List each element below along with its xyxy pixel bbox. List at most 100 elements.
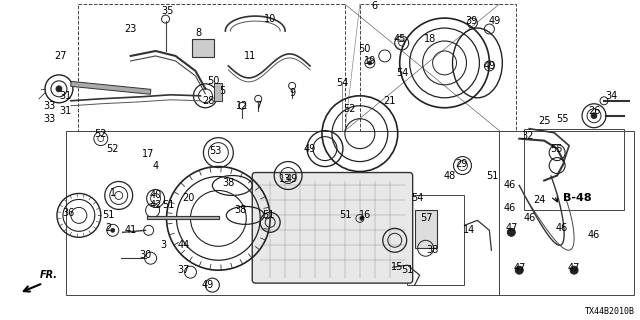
Bar	[524, 129, 624, 210]
Text: 7: 7	[255, 101, 261, 111]
Text: 4: 4	[152, 161, 159, 171]
Text: 6: 6	[372, 1, 378, 11]
Text: 46: 46	[503, 180, 515, 190]
Text: 49: 49	[483, 61, 495, 71]
Text: 45: 45	[394, 34, 406, 44]
Text: 27: 27	[54, 51, 67, 61]
Bar	[214, 83, 222, 101]
Text: FR.: FR.	[40, 270, 58, 280]
Text: 31: 31	[60, 91, 72, 101]
Circle shape	[508, 228, 515, 236]
Text: 21: 21	[383, 96, 396, 106]
Text: 2: 2	[106, 223, 112, 233]
Text: 46: 46	[523, 213, 536, 223]
Text: 24: 24	[533, 196, 545, 205]
Text: 38: 38	[222, 179, 234, 188]
Text: 5: 5	[220, 86, 225, 96]
Text: 14: 14	[463, 225, 476, 235]
Text: 10: 10	[264, 14, 276, 24]
Text: 1: 1	[109, 188, 116, 198]
Text: 52: 52	[106, 144, 119, 154]
Bar	[499, 131, 634, 295]
Text: 29: 29	[455, 159, 468, 169]
Text: 38: 38	[234, 205, 246, 215]
Text: 39: 39	[465, 16, 477, 26]
Circle shape	[515, 266, 524, 274]
Text: 55: 55	[550, 144, 563, 154]
Text: 50: 50	[358, 44, 371, 54]
Text: 53: 53	[209, 146, 221, 156]
Text: 9: 9	[289, 88, 295, 98]
Text: 33: 33	[43, 114, 55, 124]
Bar	[193, 39, 214, 57]
Text: 50: 50	[207, 76, 220, 86]
Text: 41: 41	[125, 225, 137, 235]
Circle shape	[111, 228, 115, 232]
Circle shape	[570, 266, 578, 274]
Text: 32: 32	[521, 131, 534, 141]
Text: 11: 11	[244, 51, 257, 61]
Text: 52: 52	[95, 129, 107, 139]
Text: 12: 12	[236, 101, 248, 111]
Text: 38: 38	[426, 245, 438, 255]
Text: 54: 54	[412, 193, 424, 204]
Text: 51: 51	[401, 265, 414, 275]
Text: 55: 55	[556, 114, 568, 124]
Text: 51: 51	[163, 200, 175, 211]
Bar	[360, 4, 516, 131]
Text: 47: 47	[568, 263, 580, 273]
Text: 33: 33	[43, 101, 55, 111]
Text: 48: 48	[444, 171, 456, 180]
Circle shape	[56, 86, 62, 92]
Text: 28: 28	[202, 96, 214, 106]
Bar	[78, 4, 345, 131]
Text: 49: 49	[286, 173, 298, 183]
Bar	[66, 131, 499, 295]
Text: 46: 46	[588, 230, 600, 240]
Bar	[415, 210, 436, 248]
Text: 44: 44	[177, 240, 189, 250]
Text: 54: 54	[397, 68, 409, 78]
Text: 17: 17	[143, 148, 155, 159]
Text: 36: 36	[63, 208, 75, 218]
Text: 49: 49	[304, 144, 316, 154]
Text: 20: 20	[182, 193, 195, 204]
Bar	[406, 196, 465, 285]
Text: 8: 8	[195, 28, 202, 38]
Text: 13: 13	[279, 173, 291, 183]
Circle shape	[368, 61, 372, 65]
Text: 31: 31	[60, 106, 72, 116]
Text: 51: 51	[486, 171, 499, 180]
Text: 37: 37	[177, 265, 189, 275]
Text: 25: 25	[538, 116, 550, 126]
Text: 54: 54	[336, 78, 348, 88]
Text: TX44B2010B: TX44B2010B	[585, 307, 635, 316]
FancyArrow shape	[70, 81, 151, 94]
Circle shape	[591, 113, 597, 119]
Text: 18: 18	[424, 34, 436, 44]
Text: 46: 46	[503, 204, 515, 213]
Text: 23: 23	[125, 24, 137, 34]
Text: 51: 51	[262, 210, 275, 220]
Circle shape	[360, 216, 364, 220]
Text: 34: 34	[605, 91, 617, 101]
Text: 19: 19	[364, 56, 376, 66]
Text: 51: 51	[102, 210, 115, 220]
Text: 16: 16	[358, 210, 371, 220]
Text: 47: 47	[513, 263, 525, 273]
Text: 30: 30	[140, 250, 152, 260]
Text: 26: 26	[588, 106, 600, 116]
Text: 42: 42	[149, 200, 162, 211]
Text: 49: 49	[202, 280, 214, 290]
Text: 15: 15	[390, 262, 403, 272]
Text: 40: 40	[150, 190, 162, 200]
Text: B-48: B-48	[563, 193, 591, 204]
Text: 51: 51	[339, 210, 351, 220]
Text: 3: 3	[161, 240, 166, 250]
Text: 35: 35	[161, 6, 173, 16]
Text: 49: 49	[488, 16, 500, 26]
Text: 47: 47	[505, 223, 518, 233]
Text: 57: 57	[420, 213, 433, 223]
FancyBboxPatch shape	[252, 172, 413, 283]
Text: 46: 46	[556, 223, 568, 233]
